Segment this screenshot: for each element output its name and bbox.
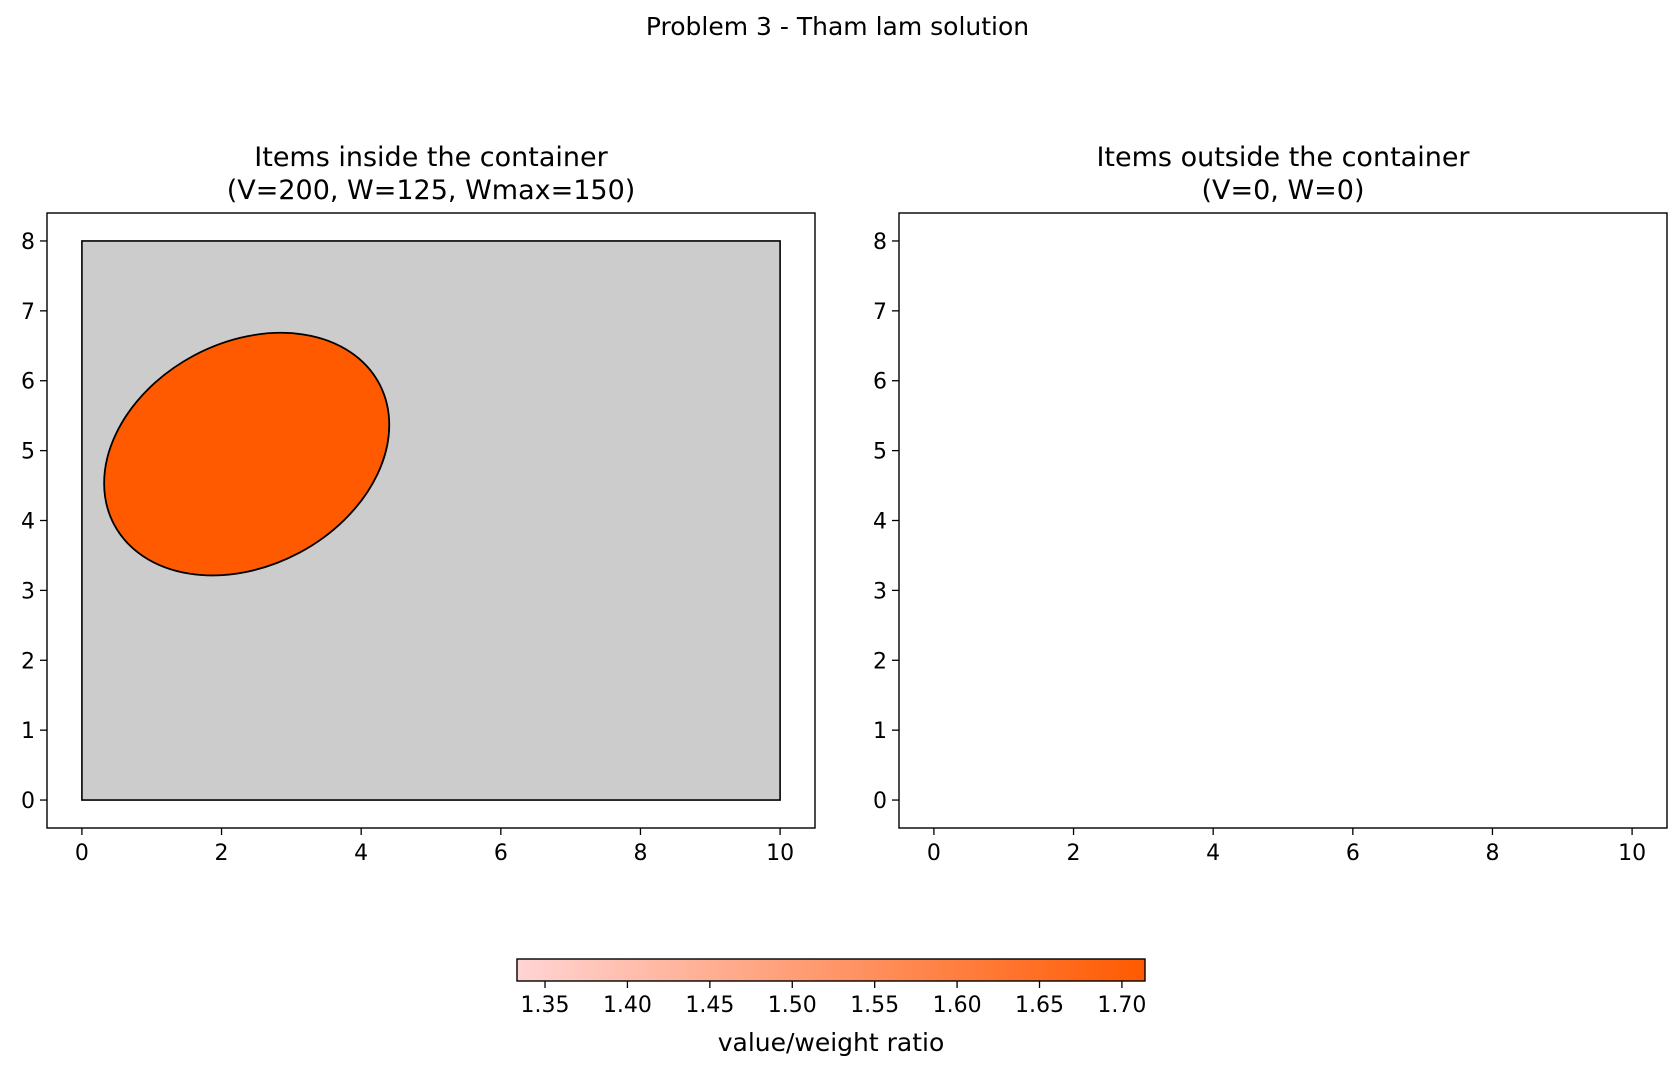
y-tick-label: 5: [21, 440, 35, 465]
x-tick-label: 8: [633, 841, 647, 866]
y-tick-label: 4: [873, 510, 887, 535]
colorbar-tick-label: 1.45: [685, 993, 734, 1018]
colorbar-tick-label: 1.60: [933, 993, 982, 1018]
y-tick-label: 8: [21, 230, 35, 255]
figure-title: Problem 3 - Tham lam solution: [645, 12, 1030, 41]
colorbar: 1.35 1.40 1.45 1.50 1.55 1.60 1.65 1.70 value/w…: [516, 958, 1146, 1057]
plot-area-inside: [81, 240, 781, 801]
x-tick-label: 4: [1206, 841, 1220, 866]
colorbar-gradient: [516, 958, 1146, 982]
colorbar-tick-label: 1.70: [1097, 993, 1146, 1018]
panel-outside: Items outside the container (V=0, W=0) 0…: [873, 142, 1668, 866]
colorbar-tick-label: 1.55: [850, 993, 899, 1018]
y-tick-label: 0: [873, 789, 887, 814]
colorbar-tick-label: 1.50: [768, 993, 817, 1018]
x-tick-label: 4: [354, 841, 368, 866]
x-tick-label: 8: [1485, 841, 1499, 866]
x-tick-label: 10: [1618, 841, 1646, 866]
panel-outside-title-line2: (V=0, W=0): [1201, 175, 1364, 206]
y-tick-label: 1: [873, 719, 887, 744]
colorbar-tick-label: 1.40: [603, 993, 652, 1018]
x-tick-label: 6: [1346, 841, 1360, 866]
y-tick-label: 5: [873, 440, 887, 465]
y-tick-label: 2: [21, 649, 35, 674]
y-tick-label: 2: [873, 649, 887, 674]
y-tick-label: 3: [873, 579, 887, 604]
y-tick-label: 0: [21, 789, 35, 814]
x-tick-label: 0: [75, 841, 89, 866]
y-tick-label: 6: [21, 370, 35, 395]
panel-inside-title-line2: (V=200, W=125, Wmax=150): [227, 175, 636, 206]
axes-frame-outside: [898, 212, 1668, 829]
y-tick-label: 8: [873, 230, 887, 255]
panel-inside-title-line1: Items inside the container: [254, 142, 608, 173]
x-tick-label: 0: [927, 841, 941, 866]
panel-outside-title-line1: Items outside the container: [1096, 142, 1470, 173]
ticks-inside: 0 2 4 6 8 10 0 1 2 3 4 5 6 7 8: [21, 230, 794, 866]
ticks-outside: 0 2 4 6 8 10 0 1 2 3 4 5 6 7 8: [873, 230, 1646, 866]
y-tick-label: 7: [21, 300, 35, 325]
y-tick-label: 3: [21, 579, 35, 604]
y-tick-label: 1: [21, 719, 35, 744]
y-tick-label: 4: [21, 510, 35, 535]
item-ellipse: [103, 331, 391, 577]
colorbar-tick-label: 1.65: [1015, 993, 1064, 1018]
x-tick-label: 2: [215, 841, 229, 866]
y-tick-label: 6: [873, 370, 887, 395]
x-tick-label: 2: [1067, 841, 1081, 866]
x-tick-label: 6: [494, 841, 508, 866]
colorbar-label: value/weight ratio: [718, 1028, 945, 1057]
colorbar-ticks: 1.35 1.40 1.45 1.50 1.55 1.60 1.65 1.70: [521, 981, 1146, 1018]
x-tick-label: 10: [766, 841, 794, 866]
colorbar-tick-label: 1.35: [521, 993, 570, 1018]
panel-inside: Items inside the container (V=200, W=125…: [21, 142, 816, 866]
y-tick-label: 7: [873, 300, 887, 325]
